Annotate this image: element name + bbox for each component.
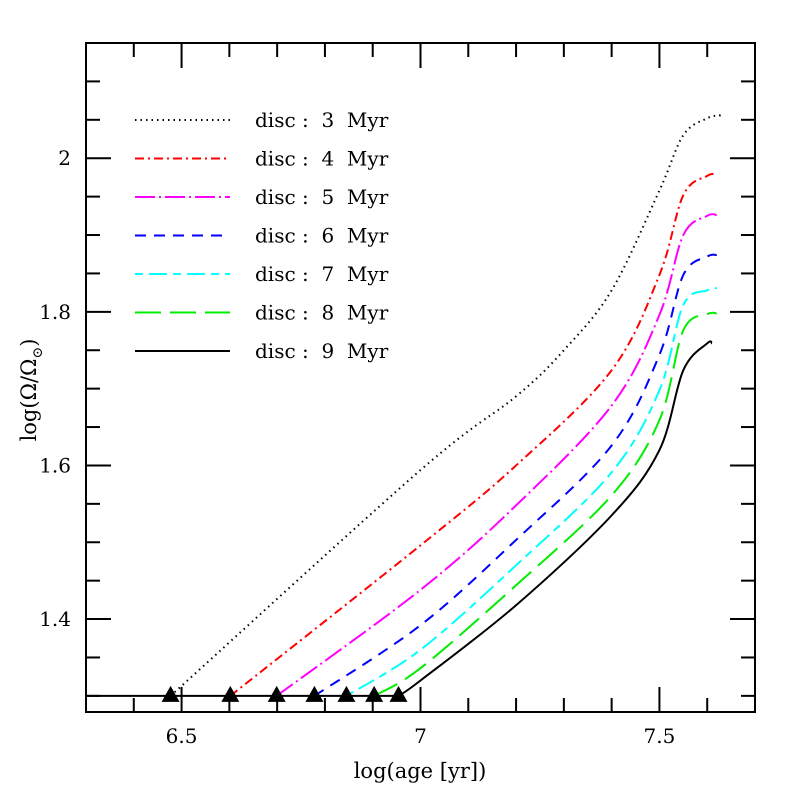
legend-item: disc : 9 Myr	[135, 339, 389, 363]
plot-frame	[85, 42, 756, 713]
triangle-marker-icon	[305, 685, 324, 702]
x-tick-label: 7	[414, 724, 427, 748]
axis-ticks	[86, 43, 755, 712]
y-axis-label-sun-symbol: ⊙	[30, 347, 46, 359]
x-tick-label: 7.5	[644, 724, 676, 748]
series-line-8-myr	[373, 311, 717, 697]
x-axis-label: log(age [yr])	[354, 759, 487, 783]
series-line-5-myr	[276, 213, 717, 697]
disc-end-markers	[161, 685, 408, 702]
legend-label: disc : 9 Myr	[255, 339, 389, 363]
legend-label: disc : 5 Myr	[255, 185, 389, 209]
triangle-marker-icon	[267, 685, 286, 702]
triangle-marker-icon	[365, 685, 384, 702]
y-axis-label-main: log(Ω/Ω	[17, 359, 41, 442]
series-line-4-myr	[229, 172, 717, 697]
legend-item: disc : 6 Myr	[135, 224, 389, 248]
plot-curves	[169, 114, 722, 697]
y-tick-label: 1.4	[39, 607, 71, 631]
svg-text:log(Ω/Ω⊙): log(Ω/Ω⊙)	[17, 339, 46, 442]
legend-label: disc : 6 Myr	[255, 224, 389, 248]
y-axis-label: log(Ω/Ω⊙)	[17, 339, 46, 442]
triangle-marker-icon	[389, 685, 408, 702]
series-line-3-myr	[169, 114, 722, 697]
legend-label: disc : 7 Myr	[255, 262, 389, 286]
legend-label: disc : 4 Myr	[255, 147, 389, 171]
triangle-marker-icon	[337, 685, 356, 702]
y-axis-label-close: )	[17, 339, 41, 347]
series-line-9-myr	[397, 340, 713, 697]
legend-item: disc : 8 Myr	[135, 301, 389, 325]
series-line-7-myr	[345, 287, 718, 697]
legend-label: disc : 3 Myr	[255, 108, 389, 132]
series-line-6-myr	[313, 253, 717, 697]
x-tick-label: 6.5	[166, 724, 198, 748]
legend-label: disc : 8 Myr	[255, 301, 389, 325]
legend-item: disc : 7 Myr	[135, 262, 389, 286]
y-tick-label: 1.6	[39, 453, 71, 477]
legend-item: disc : 4 Myr	[135, 147, 389, 171]
y-tick-label: 1.8	[39, 300, 71, 324]
legend-item: disc : 3 Myr	[135, 108, 389, 132]
y-tick-label: 2	[58, 146, 71, 170]
legend-item: disc : 5 Myr	[135, 185, 389, 209]
legend: disc : 3 Myr disc : 4 Myr disc : 5 Myr disc…	[135, 108, 389, 363]
triangle-marker-icon	[161, 685, 180, 702]
triangle-marker-icon	[221, 685, 240, 702]
tick-labels: 6.5 7 7.5 1.4 1.6 1.8 2	[39, 146, 675, 748]
